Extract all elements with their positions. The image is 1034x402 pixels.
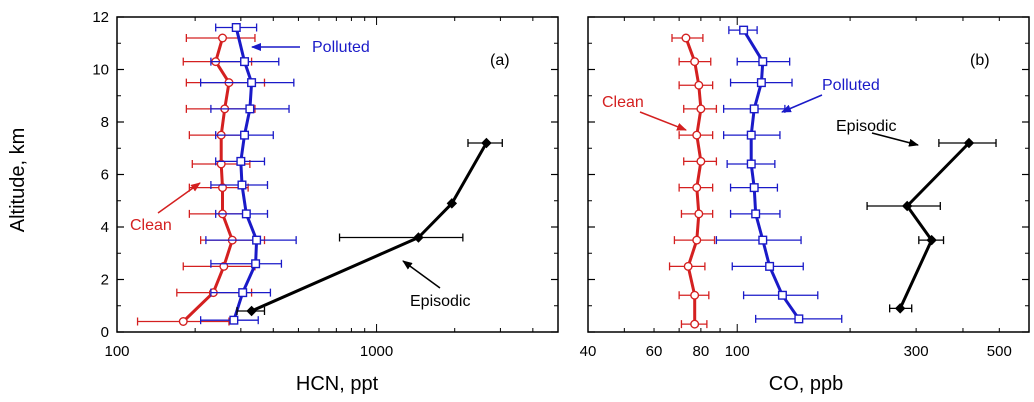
panel-b-x-axis-label: CO, ppb	[769, 373, 843, 395]
series-episodic	[866, 137, 997, 314]
series-line	[898, 141, 971, 310]
data-point-square	[237, 180, 247, 190]
y-tick-label: 10	[92, 62, 109, 79]
data-point-circle	[218, 33, 228, 43]
data-point-diamond	[481, 137, 492, 149]
data-point-square	[758, 235, 768, 245]
data-point-circle	[692, 130, 702, 140]
x-tick-label: 100	[725, 343, 750, 360]
panel-b-series	[668, 25, 997, 329]
data-point-diamond	[963, 137, 975, 149]
y-tick-label: 0	[101, 324, 109, 341]
data-point-square	[245, 104, 255, 114]
data-point-square	[251, 259, 261, 269]
data-point-circle	[218, 183, 228, 193]
data-point-square	[241, 209, 251, 219]
panel-b-frame	[587, 16, 1030, 333]
data-point-square	[794, 314, 804, 324]
panel-a-label: (a)	[490, 52, 510, 69]
data-point-circle	[683, 261, 693, 271]
series-episodic	[236, 137, 503, 317]
data-point-diamond	[413, 232, 424, 243]
panel-a-episodic-annotation: Episodic	[410, 293, 470, 310]
data-point-circle	[690, 57, 700, 67]
panel-a: 0 2 4 6 8 10 12 100 1000 (a) HCN, ppt Polluted C…	[92, 9, 559, 395]
panel-a-grid-ticks: 0 2 4 6 8 10 12 100 1000	[92, 9, 559, 360]
panel-a-polluted-annotation: Polluted	[312, 39, 370, 56]
x-tick-label: 1000	[360, 343, 393, 360]
panel-b-episodic-arrow	[871, 132, 919, 147]
data-point-square	[252, 235, 262, 245]
y-tick-label: 8	[101, 114, 109, 131]
panel-b-label: (b)	[970, 52, 990, 69]
series-clean	[668, 33, 718, 329]
data-point-circle	[696, 104, 706, 114]
data-point-circle	[216, 159, 226, 169]
panel-b-clean-arrow	[639, 111, 687, 131]
data-point-square	[777, 290, 787, 300]
x-tick-label: 60	[646, 343, 663, 360]
data-point-diamond	[246, 305, 257, 317]
data-point-square	[765, 261, 775, 271]
data-point-circle	[694, 209, 704, 219]
data-point-square	[247, 78, 257, 88]
data-point-square	[746, 130, 756, 140]
panel-b-episodic-annotation: Episodic	[836, 118, 896, 135]
panel-a-clean-arrow	[157, 182, 201, 214]
panel-b: 40 60 80 100 300 500 (b) CO, ppb Clean Pollut…	[580, 16, 1030, 395]
data-point-diamond	[926, 234, 937, 246]
data-point-circle	[694, 80, 704, 90]
panel-a-episodic-arrow	[402, 260, 441, 289]
data-point-circle	[696, 156, 706, 166]
panel-a-series	[136, 23, 503, 327]
data-point-square	[240, 57, 250, 67]
panel-a-clean-annotation: Clean	[130, 217, 172, 234]
y-tick-label: 6	[101, 167, 109, 184]
data-point-circle	[681, 33, 691, 43]
x-tick-label: 80	[693, 343, 710, 360]
panel-b-clean-annotation: Clean	[602, 94, 644, 111]
panel-b-polluted-annotation: Polluted	[822, 77, 880, 94]
y-tick-label: 2	[101, 272, 109, 289]
data-point-circle	[692, 183, 702, 193]
data-point-square	[231, 23, 241, 33]
panel-b-polluted-arrow	[781, 94, 823, 113]
data-point-circle	[690, 290, 700, 300]
x-tick-label: 300	[904, 343, 929, 360]
data-point-circle	[219, 261, 229, 271]
panel-b-grid-ticks: 40 60 80 100 300 500	[580, 16, 1030, 360]
series-clean	[136, 33, 266, 327]
data-point-square	[229, 315, 239, 325]
y-axis-label: Altitude, km	[7, 128, 29, 232]
data-point-circle	[690, 319, 700, 329]
data-point-circle	[692, 235, 702, 245]
data-point-circle	[178, 317, 188, 327]
series-line	[742, 29, 801, 320]
series-line	[182, 37, 234, 323]
data-point-diamond	[894, 303, 906, 314]
data-point-diamond	[446, 198, 458, 209]
data-point-square	[756, 78, 766, 88]
data-point-square	[739, 25, 749, 35]
data-point-square	[238, 288, 248, 298]
data-point-square	[746, 159, 756, 169]
series-line	[250, 142, 488, 313]
y-tick-label: 4	[101, 219, 109, 236]
data-point-square	[749, 104, 759, 114]
series-line	[232, 27, 259, 321]
x-tick-label: 40	[580, 343, 597, 360]
series-polluted	[199, 23, 297, 325]
data-point-square	[236, 156, 246, 166]
data-point-diamond	[901, 200, 913, 212]
data-point-square	[240, 130, 250, 140]
data-point-square	[749, 183, 759, 193]
data-point-square	[758, 57, 768, 67]
data-point-square	[751, 209, 761, 219]
x-tick-label: 100	[104, 343, 129, 360]
x-tick-label: 500	[987, 343, 1012, 360]
panel-a-x-axis-label: HCN, ppt	[296, 373, 379, 395]
y-tick-label: 12	[92, 9, 109, 26]
series-polluted	[715, 25, 843, 324]
